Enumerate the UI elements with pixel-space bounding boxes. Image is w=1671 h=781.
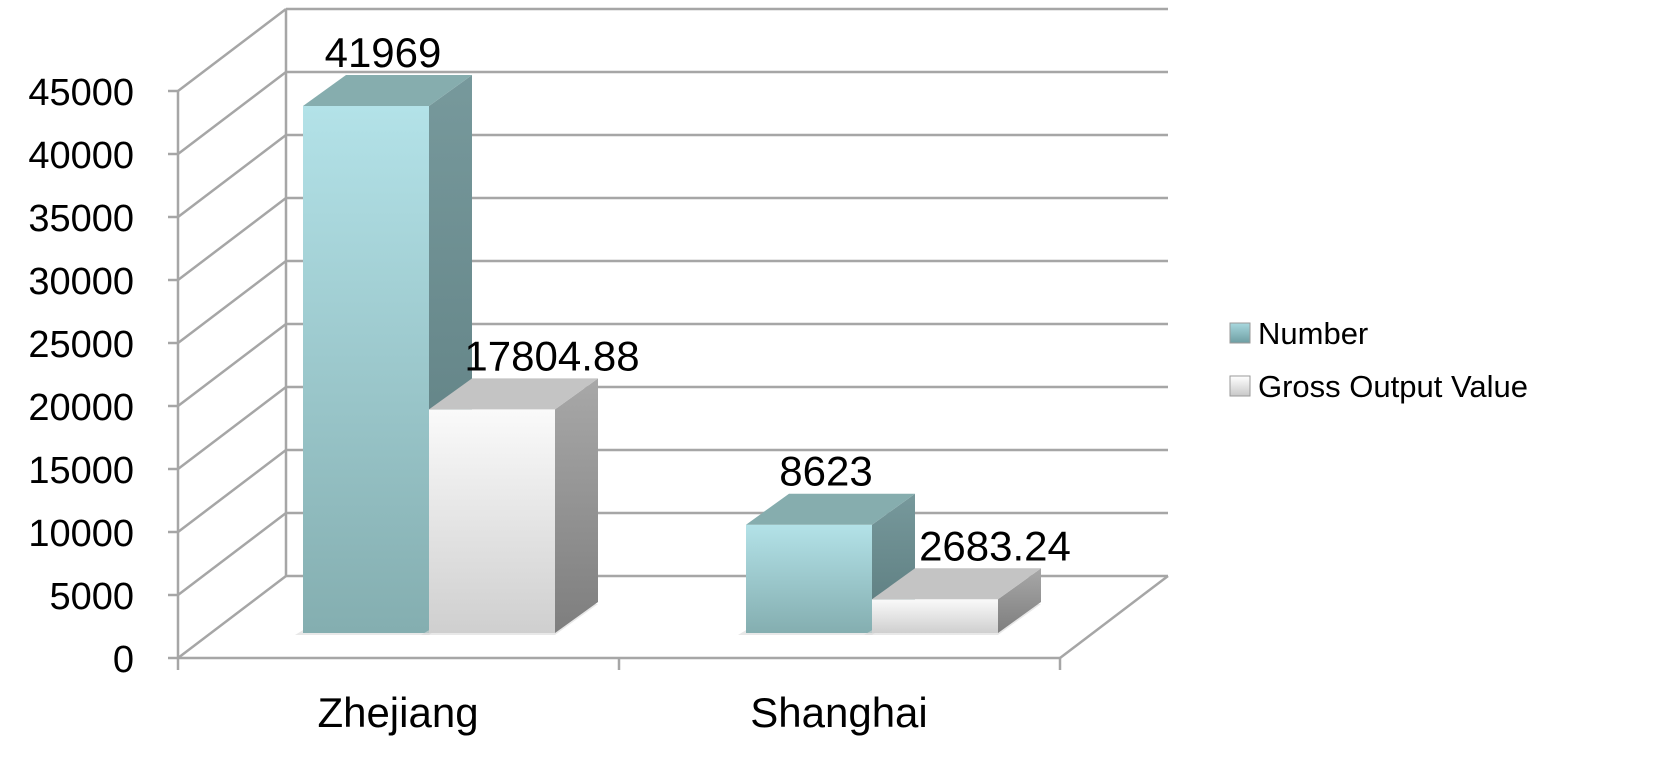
data-label: 2683.24 <box>919 522 1071 569</box>
x-tick-label: Shanghai <box>750 689 928 736</box>
gridline-side <box>177 449 287 533</box>
bar-top <box>303 75 472 106</box>
legend-swatch <box>1229 375 1251 397</box>
y-tick-label: 20000 <box>28 387 134 429</box>
floor-right-edge <box>1059 575 1169 659</box>
gridline-side <box>177 260 287 344</box>
y-tick-label: 5000 <box>49 576 134 618</box>
gridline-side <box>177 386 287 470</box>
bar-side <box>998 568 1041 633</box>
bar-top <box>746 493 915 525</box>
data-labels: 41969 8623 17804.88 2683.24 <box>325 29 1071 569</box>
y-tick-label: 40000 <box>28 135 134 177</box>
bar-front <box>872 599 998 633</box>
bars <box>295 75 1041 635</box>
legend: Number Gross Output Value <box>1229 316 1528 404</box>
bar-front <box>746 524 872 633</box>
gridline-side <box>177 134 287 218</box>
y-tick-label: 30000 <box>28 261 134 303</box>
y-tick-label: 45000 <box>28 72 134 114</box>
gridline-side <box>177 8 287 92</box>
data-label: 17804.88 <box>464 332 639 379</box>
gridline-side <box>177 512 287 596</box>
axes <box>168 89 1169 670</box>
legend-label: Number <box>1258 316 1368 351</box>
y-tick-label: 0 <box>113 639 134 681</box>
x-axis-ticks: Zhejiang Shanghai <box>317 689 927 736</box>
data-label: 41969 <box>325 29 442 76</box>
y-tick-label: 10000 <box>28 513 134 555</box>
gridline-side <box>177 197 287 281</box>
y-tick-label: 35000 <box>28 198 134 240</box>
data-label: 8623 <box>779 448 872 495</box>
y-tick-label: 15000 <box>28 450 134 492</box>
bar-top <box>872 568 1041 600</box>
gridline-side <box>177 575 287 659</box>
bar-front <box>429 409 555 633</box>
bar-side <box>555 378 598 633</box>
gridline-side <box>177 323 287 407</box>
legend-swatch <box>1229 322 1251 344</box>
x-tick-label: Zhejiang <box>317 689 478 736</box>
gridline-side <box>177 71 287 155</box>
y-axis-ticks: 0 5000 10000 15000 20000 25000 30000 35000 40000… <box>28 72 134 681</box>
legend-label: Gross Output Value <box>1258 369 1528 404</box>
y-tick-label: 25000 <box>28 324 134 366</box>
bar-front <box>303 106 429 633</box>
bar-top <box>429 378 598 410</box>
